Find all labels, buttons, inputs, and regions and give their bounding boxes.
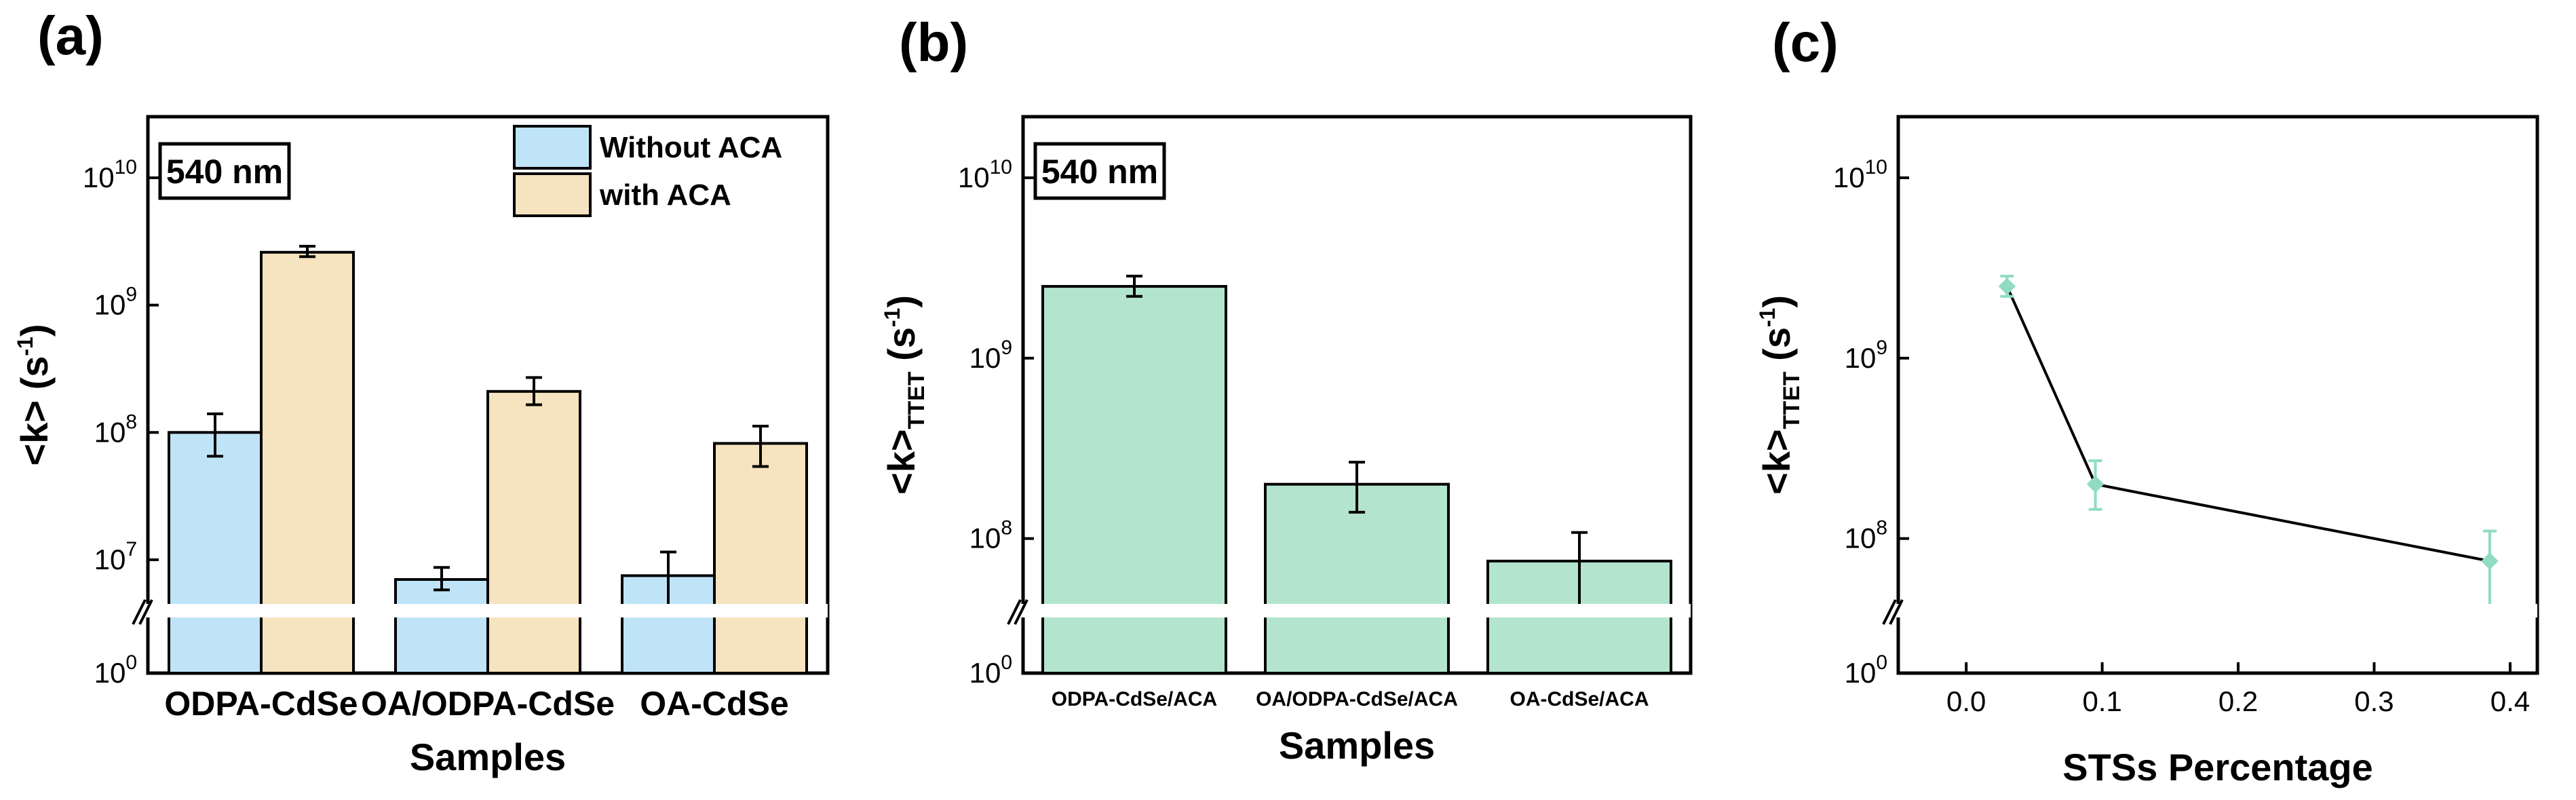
panel-a-bar [168, 431, 263, 674]
panel-c-x-tick-label: 0.2 [2218, 685, 2258, 717]
panel-a-x-axis-title: Samples [410, 736, 566, 778]
panel-b-y-tick-label: 109 [969, 337, 1012, 374]
y-axis-title-text: <k>TTET (s-1) [880, 295, 929, 495]
panel-c-axis-break [1871, 604, 2537, 617]
panel-a-break-mark [132, 599, 147, 625]
panel-c-y-tick-label: 1010 [1833, 156, 1887, 193]
panel-c-x-tick-label: 0.0 [1946, 685, 1986, 717]
panel-a-bar [394, 578, 489, 674]
y-axis-title-text: <k>TTET (s-1) [1755, 295, 1805, 495]
panel-c-data-point [2086, 475, 2104, 493]
panel-c-data-point [1998, 278, 2016, 295]
panel-a-y-tick-label: 100 [94, 651, 137, 689]
panel-a-x-tick-label: ODPA-CdSe [164, 685, 358, 723]
panel-a-annotation-box [158, 142, 291, 200]
panel-b-annotation-box [1033, 142, 1166, 200]
panel-c-break-mark [1882, 599, 1897, 625]
panel-c-y-axis-title: <k>TTET (s-1) [1755, 295, 1805, 495]
panel-b-break-mark [1007, 599, 1022, 625]
panel-a-axis-break [121, 604, 828, 617]
panel-a-legend-swatch [513, 172, 592, 217]
panel-a-y-axis-title: <k> (s-1) [13, 324, 56, 465]
panel-b-x-tick-label: ODPA-CdSe/ACA [1052, 688, 1217, 710]
y-axis-title-text: <k> (s-1) [13, 324, 56, 465]
panel-c-x-tick-label: 0.3 [2354, 685, 2394, 717]
panel-b-x-axis-title: Samples [1279, 724, 1435, 767]
panel-c-y-tick-label: 108 [1845, 517, 1887, 554]
panel-a-x-tick-label: OA/ODPA-CdSe [361, 685, 615, 723]
panel-a-legend-swatch [513, 125, 592, 170]
panel-c-label: (c) [1772, 12, 1839, 73]
panel-a-annotation: 540 nm [166, 153, 283, 191]
panel-c-break-mark [1889, 599, 1904, 625]
panel-a-break-mark [138, 599, 153, 625]
panel-c-x-axis-title: STSs Percentage [2062, 746, 2373, 788]
panel-c-x-tick-label: 0.4 [2491, 685, 2530, 717]
panel-a-label: (a) [37, 5, 104, 66]
panel-a-bar [486, 389, 581, 674]
panel-b-break-mark [1014, 599, 1029, 625]
panel-c-x-tick-label: 0.1 [2082, 685, 2121, 717]
panel-a-y-tick-label: 109 [94, 284, 137, 321]
panel-b-x-tick-label: OA-CdSe/ACA [1510, 688, 1649, 710]
panel-a-x-tick-label: OA-CdSe [640, 685, 788, 723]
panel-c-y-tick-label: 100 [1845, 651, 1887, 689]
panel-a-legend-label: Without ACA [600, 131, 782, 164]
panel-b-y-tick-label: 108 [969, 517, 1012, 554]
panel-b-annotation: 540 nm [1041, 153, 1158, 191]
panel-a-y-tick-label: 1010 [83, 156, 137, 193]
panel-b-axis-break [996, 604, 1691, 617]
panel-b-x-tick-label: OA/ODPA-CdSe/ACA [1256, 688, 1458, 710]
panel-b-bar [1264, 482, 1450, 675]
panel-a-bar [260, 250, 355, 675]
panel-b-y-tick-label: 1010 [958, 156, 1012, 193]
panel-b-y-tick-label: 100 [969, 651, 1012, 689]
panel-c-data-point [2481, 552, 2499, 570]
panel-b-y-axis-title: <k>TTET (s-1) [880, 295, 929, 495]
panel-a-legend-label: with ACA [599, 178, 731, 212]
panel-a-y-tick-label: 107 [94, 538, 137, 575]
panel-c-plot-frame [1896, 115, 2539, 675]
panel-c-y-tick-label: 109 [1845, 337, 1887, 374]
panel-a-y-tick-label: 108 [94, 411, 137, 448]
panel-c-series-line [2005, 286, 2491, 563]
panel-a-bar [713, 442, 808, 674]
panel-b-label: (b) [899, 12, 968, 73]
